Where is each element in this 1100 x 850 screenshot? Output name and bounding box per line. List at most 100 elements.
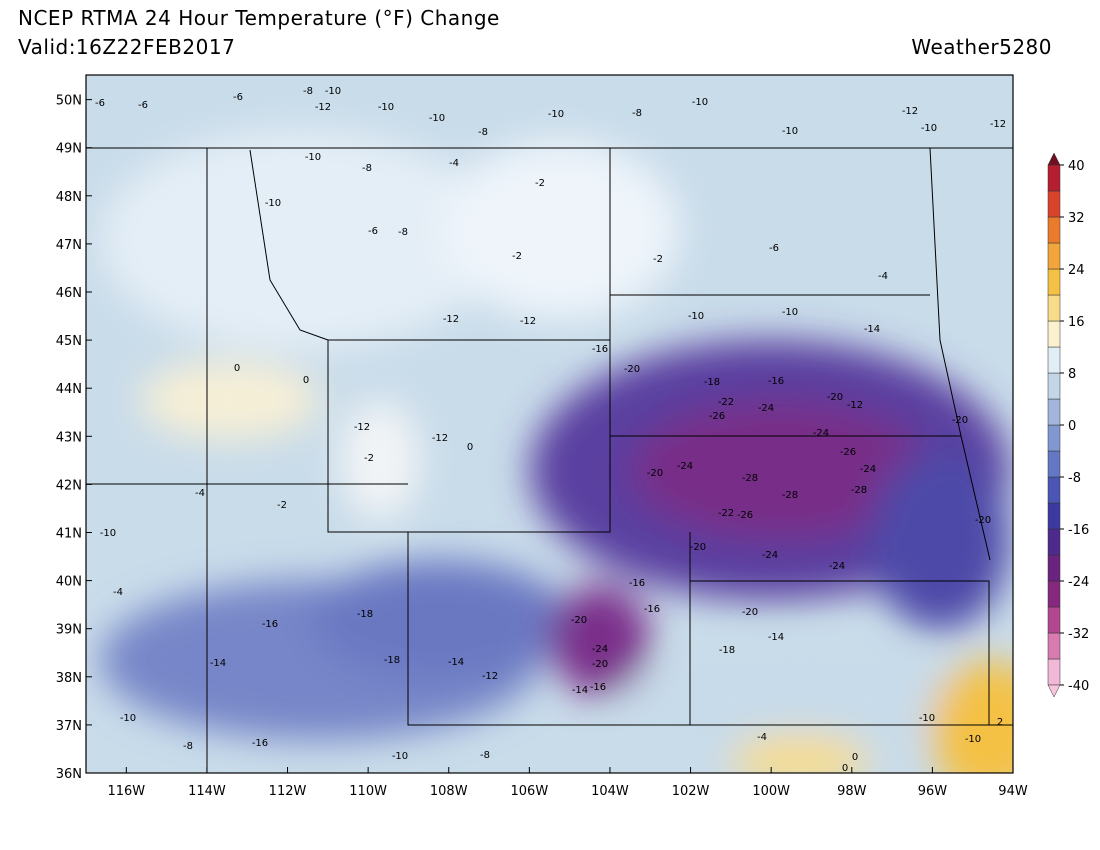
contour-label: -10 [429,113,445,124]
contour-label: -12 [432,433,448,444]
lon-tick-label: 112W [269,784,307,799]
colorbar-tick-label: 16 [1068,315,1085,330]
contour-label: 0 [234,363,240,374]
contour-label: -2 [364,453,374,464]
contour-label: -10 [100,528,116,539]
contour-label: -14 [572,685,588,696]
colorbar-tick-label: 8 [1068,367,1076,382]
borders [86,147,1013,773]
contour-label: -28 [782,490,798,501]
contour-label: -4 [113,587,123,598]
contour-label: -10 [921,123,937,134]
contour-label: -20 [647,468,663,479]
colorbar-bin [1047,268,1061,296]
contour-label: -14 [210,658,226,669]
contour-label: -18 [357,609,373,620]
contour-label: -16 [644,604,660,615]
lat-tick-label: 43N [56,430,82,445]
contour-label: -12 [990,119,1006,130]
contour-label: -12 [847,400,863,411]
contour-label: -24 [860,464,876,475]
contour-label: -12 [315,102,331,113]
colorbar-bin [1047,528,1061,556]
contour-label: 0 [842,763,848,774]
contour-label: -8 [362,163,372,174]
contour-label: -10 [919,713,935,724]
lat-tick-label: 42N [56,478,82,493]
lat-tick-label: 48N [56,190,82,205]
colorbar-tick-label: 0 [1068,419,1076,434]
lon-tick-label: 96W [918,784,948,799]
lon-tick-label: 110W [349,784,387,799]
contour-label: -4 [757,732,767,743]
colorbar-bin [1047,632,1061,660]
contour-label: -28 [742,473,758,484]
contour-label: -20 [690,542,706,553]
contour-label: 0 [467,442,473,453]
contour-label: 0 [303,375,309,386]
contour-label: -20 [571,615,587,626]
contour-label: -10 [688,311,704,322]
contour-label: -14 [448,657,464,668]
contour-label: -2 [653,254,663,265]
lat-tick-label: 49N [56,142,82,157]
lon-tick-label: 104W [591,784,629,799]
contour-label: -6 [95,98,105,109]
contour-label: 2 [997,717,1003,728]
contour-label: -16 [629,578,645,589]
contour-label: -8 [632,108,642,119]
colorbar-tick-label: -24 [1068,575,1089,590]
contour-label: -10 [265,198,281,209]
map-frame [85,74,1014,774]
lon-tick-label: 102W [672,784,710,799]
contour-label: -10 [305,152,321,163]
colorbar-bin [1047,294,1061,322]
colorbar-bin [1047,424,1061,452]
colorbar-tick-label: -16 [1068,523,1089,538]
colorbar-bin [1047,372,1061,400]
lon-tick-label: 116W [107,784,145,799]
contour-label: -6 [233,92,243,103]
colorbar-bin [1047,606,1061,634]
contour-label: -16 [592,344,608,355]
contour-label: -18 [719,645,735,656]
contour-label: -8 [478,127,488,138]
contour-label: -4 [449,158,459,169]
brand: Weather5280 [911,35,1052,59]
contour-label: -10 [965,734,981,745]
colorbar-tick-label: 24 [1068,263,1085,278]
contour-label: -10 [782,126,798,137]
contour-label: -22 [718,397,734,408]
lon-tick-label: 106W [511,784,549,799]
contour-label: -2 [535,178,545,189]
lat-tick-label: 41N [56,527,82,542]
lat-tick-label: 37N [56,719,82,734]
contour-label: -10 [325,86,341,97]
title: NCEP RTMA 24 Hour Temperature (°F) Chang… [18,6,500,30]
contour-label: -4 [878,271,888,282]
contour-label: -10 [392,751,408,762]
contour-label: -8 [480,750,490,761]
lat-tick-label: 46N [56,286,82,301]
contour-label: -18 [704,377,720,388]
contour-label: -14 [864,324,880,335]
colorbar-bin [1047,502,1061,530]
colorbar-bin [1047,164,1061,192]
colorbar-tick-label: -32 [1068,627,1089,642]
contour-label: -16 [262,619,278,630]
contour-label: -20 [975,515,991,526]
contour-label: -20 [624,364,640,375]
contour-label: -24 [829,561,845,572]
contour-label: -20 [592,659,608,670]
contour-label: -2 [512,251,522,262]
contour-label: -20 [952,415,968,426]
colorbar-bin [1047,658,1061,686]
contour-label: -6 [138,100,148,111]
colorbar-bin [1047,216,1061,244]
lon-tick-label: 108W [430,784,468,799]
contour-label: -24 [758,403,774,414]
contour-label: -26 [737,510,753,521]
contour-label: -12 [354,422,370,433]
colorbar-bin [1047,190,1061,218]
